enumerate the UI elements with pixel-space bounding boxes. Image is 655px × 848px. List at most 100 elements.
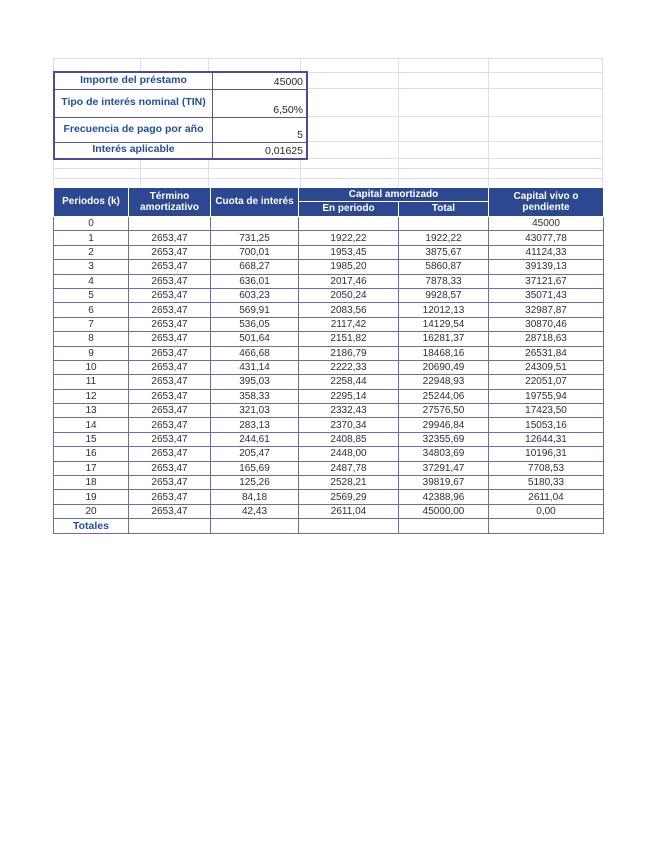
table-cell[interactable]: 17	[53, 460, 129, 477]
table-cell[interactable]: 18	[53, 475, 129, 491]
header-capital-amortizado[interactable]: Capital amortizado	[298, 187, 489, 202]
table-cell[interactable]: 26531,84	[488, 345, 604, 361]
table-cell[interactable]: 11	[53, 374, 129, 390]
table-cell[interactable]: 536,05	[210, 316, 299, 333]
param-value-cell[interactable]: 45000	[212, 71, 308, 90]
table-cell[interactable]: 4	[53, 273, 129, 289]
table-cell[interactable]: 8	[53, 331, 129, 347]
table-cell[interactable]: 10	[53, 359, 129, 376]
table-cell[interactable]: 668,27	[210, 259, 299, 275]
param-value-cell[interactable]: 6,50%	[212, 88, 308, 118]
table-cell[interactable]: 0	[53, 215, 129, 232]
table-cell[interactable]: 20	[53, 503, 129, 520]
table-cell[interactable]: 2528,21	[298, 475, 399, 491]
table-cell[interactable]: 2258,44	[298, 374, 399, 390]
table-cell[interactable]: 41124,33	[488, 244, 604, 261]
table-cell[interactable]: 37121,67	[488, 273, 604, 289]
param-value-cell[interactable]: 0,01625	[212, 141, 308, 160]
table-cell[interactable]: 700,01	[210, 244, 299, 261]
table-cell[interactable]: 2653,47	[128, 374, 211, 390]
table-cell[interactable]: 39819,67	[398, 475, 489, 491]
table-cell[interactable]: 2611,04	[298, 503, 399, 520]
table-cell[interactable]: 125,26	[210, 475, 299, 491]
table-cell[interactable]: 45000	[488, 215, 604, 232]
table-cell[interactable]: 39139,13	[488, 259, 604, 275]
table-cell[interactable]: 18468,16	[398, 345, 489, 361]
table-cell[interactable]: 0,00	[488, 503, 604, 520]
table-cell[interactable]: 2653,47	[128, 230, 211, 246]
table-cell[interactable]: 2653,47	[128, 331, 211, 347]
table-cell[interactable]: 42,43	[210, 503, 299, 520]
table-cell[interactable]: 14129,54	[398, 316, 489, 333]
table-cell[interactable]: 2611,04	[488, 489, 604, 505]
table-cell[interactable]: 30870,46	[488, 316, 604, 333]
table-cell[interactable]: 13	[53, 403, 129, 419]
table-cell[interactable]: 5180,33	[488, 475, 604, 491]
table-cell[interactable]: 22051,07	[488, 374, 604, 390]
table-cell[interactable]: 731,25	[210, 230, 299, 246]
table-cell[interactable]: 165,69	[210, 460, 299, 477]
table-cell[interactable]: 2653,47	[128, 316, 211, 333]
table-cell[interactable]: 205,47	[210, 446, 299, 462]
table-cell[interactable]: 636,01	[210, 273, 299, 289]
param-label-cell[interactable]: Frecuencia de pago por año	[53, 116, 213, 143]
header-termino-amortizativo[interactable]: Término amortizativo	[128, 187, 211, 217]
table-cell[interactable]: 569,91	[210, 302, 299, 318]
table-cell[interactable]: 19755,94	[488, 388, 604, 405]
table-cell[interactable]: 2186,79	[298, 345, 399, 361]
table-cell[interactable]: 2653,47	[128, 417, 211, 433]
table-cell[interactable]: 2	[53, 244, 129, 261]
table-cell[interactable]	[210, 518, 299, 534]
table-cell[interactable]: 2653,47	[128, 460, 211, 477]
table-cell[interactable]: 20690,49	[398, 359, 489, 376]
table-cell[interactable]: 2017,46	[298, 273, 399, 289]
table-cell[interactable]: 15053,16	[488, 417, 604, 433]
table-cell[interactable]: 7	[53, 316, 129, 333]
param-value-cell[interactable]: 5	[212, 116, 308, 143]
table-cell[interactable]: 16	[53, 446, 129, 462]
table-cell[interactable]: 14	[53, 417, 129, 433]
table-cell[interactable]: 1922,22	[298, 230, 399, 246]
header-cuota-interes[interactable]: Cuota de interés	[210, 187, 299, 217]
param-label-cell[interactable]: Importe del préstamo	[53, 71, 213, 90]
table-cell[interactable]: 2295,14	[298, 388, 399, 405]
table-cell[interactable]	[298, 518, 399, 534]
table-cell[interactable]: 28718,63	[488, 331, 604, 347]
table-cell[interactable]: 2653,47	[128, 273, 211, 289]
table-cell[interactable]: 1953,45	[298, 244, 399, 261]
table-cell[interactable]	[398, 215, 489, 232]
table-cell[interactable]: 16281,37	[398, 331, 489, 347]
table-cell[interactable]: 27576,50	[398, 403, 489, 419]
table-cell[interactable]: 43077,78	[488, 230, 604, 246]
param-label-cell[interactable]: Interés aplicable	[53, 141, 213, 160]
table-cell[interactable]: 2222,33	[298, 359, 399, 376]
table-cell[interactable]	[398, 518, 489, 534]
table-cell[interactable]: 2653,47	[128, 302, 211, 318]
table-cell[interactable]: 2408,85	[298, 431, 399, 448]
table-cell[interactable]: 25244,06	[398, 388, 489, 405]
table-cell[interactable]: 501,64	[210, 331, 299, 347]
table-cell[interactable]: 15	[53, 431, 129, 448]
table-cell[interactable]: 431,14	[210, 359, 299, 376]
table-cell[interactable]: 2653,47	[128, 431, 211, 448]
table-cell[interactable]: 5	[53, 287, 129, 304]
table-cell[interactable]: 603,23	[210, 287, 299, 304]
table-cell[interactable]: 32355,69	[398, 431, 489, 448]
table-cell[interactable]: 2653,47	[128, 244, 211, 261]
table-cell[interactable]	[128, 518, 211, 534]
table-cell[interactable]: 10196,31	[488, 446, 604, 462]
table-cell[interactable]: 395,03	[210, 374, 299, 390]
table-cell[interactable]: 2370,34	[298, 417, 399, 433]
table-cell[interactable]: 29946,84	[398, 417, 489, 433]
table-cell[interactable]: 358,33	[210, 388, 299, 405]
table-cell[interactable]: 7878,33	[398, 273, 489, 289]
table-cell[interactable]: 2332,43	[298, 403, 399, 419]
table-cell[interactable]: 9	[53, 345, 129, 361]
table-cell[interactable]: 22948,93	[398, 374, 489, 390]
table-cell[interactable]: 2151,82	[298, 331, 399, 347]
table-cell[interactable]: 2050,24	[298, 287, 399, 304]
table-cell[interactable]: 2653,47	[128, 345, 211, 361]
table-cell[interactable]: 1985,20	[298, 259, 399, 275]
totals-label-cell[interactable]: Totales	[53, 518, 129, 534]
table-cell[interactable]: 2569,29	[298, 489, 399, 505]
